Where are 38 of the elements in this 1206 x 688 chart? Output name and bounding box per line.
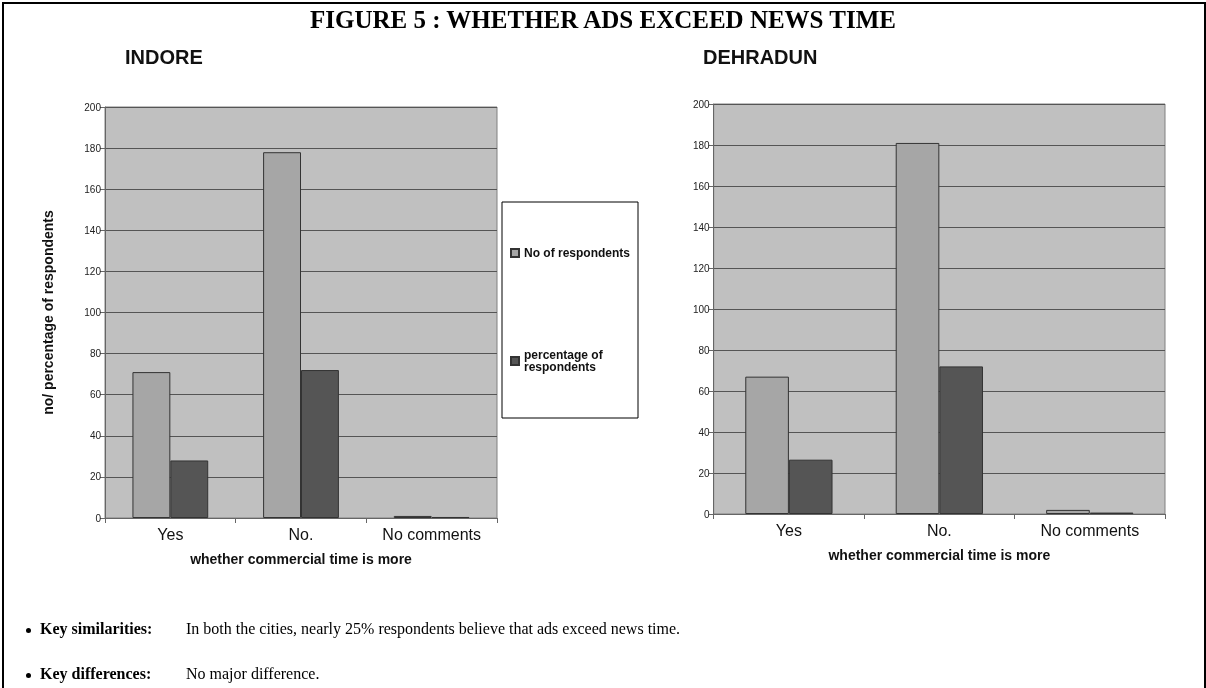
y-tick-label: 80: [698, 344, 711, 356]
y-tick-label: 160: [84, 183, 102, 195]
y-tick-label: 120: [693, 262, 711, 274]
y-tick-label: 140: [693, 221, 711, 233]
text: Key differences: No major difference.: [40, 665, 320, 682]
y-tick-label: 40: [89, 430, 102, 442]
x-tick-label: Yes: [775, 521, 802, 539]
x-tick-label: No comments: [1040, 521, 1140, 539]
y-tick-label: 0: [95, 512, 102, 524]
text: FIGURE 5 : WHETHER ADS EXCEED NEWS TIME: [309, 6, 897, 34]
y-tick-label: 200: [693, 98, 711, 110]
y-tick-label: 80: [89, 348, 102, 360]
x-tick-label: No.: [926, 521, 952, 539]
y-tick-label: 180: [84, 142, 102, 154]
y-tick-label: 200: [84, 101, 102, 113]
x-axis-title: whether commercial time is more: [189, 551, 413, 567]
y-tick-label: 100: [693, 303, 711, 315]
x-tick-label: Yes: [157, 525, 184, 543]
y-tick-label: 120: [84, 265, 102, 277]
x-axis-title: whether commercial time is more: [827, 547, 1051, 563]
y-tick-label: 140: [84, 224, 102, 236]
y-tick-label: 20: [698, 467, 711, 479]
y-tick-label: 60: [698, 385, 711, 397]
y-tick-label: 180: [693, 139, 711, 151]
y-axis-title: no/ percentage of respondents: [40, 210, 56, 415]
chart-title: DEHRADUN: [703, 46, 818, 68]
y-tick-label: 40: [698, 426, 711, 438]
x-tick-label: No.: [288, 525, 314, 543]
y-tick-label: 100: [84, 307, 102, 318]
legend-label: percentage of respondents: [524, 348, 607, 374]
y-tick-label: 60: [89, 389, 102, 401]
text: Key similarities: In both the cities, nearly 25% respondents believe that ads exceed news time.: [40, 620, 681, 637]
y-tick-label: 20: [89, 471, 102, 483]
chart-subtitle: INDORE: [125, 46, 203, 68]
y-tick-label: 0: [704, 508, 711, 520]
y-tick-label: 160: [693, 180, 711, 192]
x-tick-label: No comments: [382, 525, 482, 543]
legend-label: No of respondents: [524, 246, 631, 260]
